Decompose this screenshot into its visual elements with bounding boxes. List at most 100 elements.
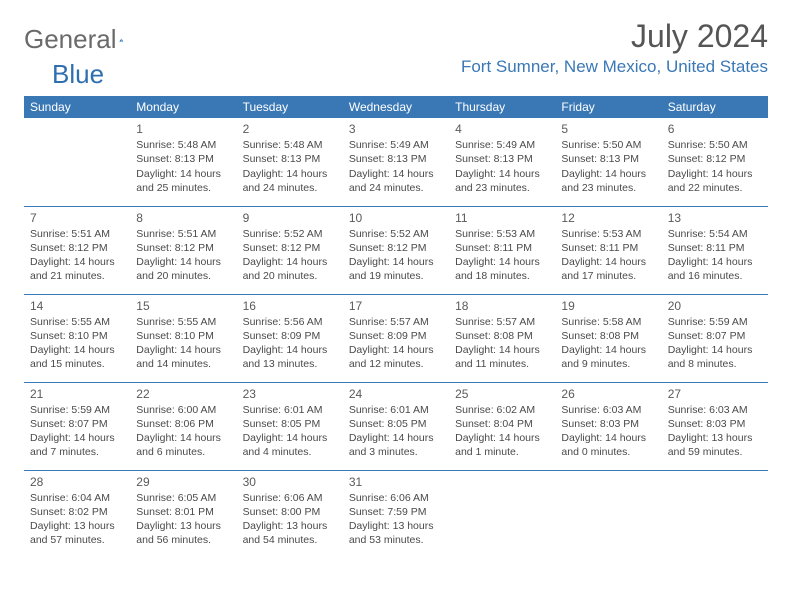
daylight-text: Daylight: 14 hours and 11 minutes. (455, 343, 549, 371)
calendar-cell: 5Sunrise: 5:50 AMSunset: 8:13 PMDaylight… (555, 118, 661, 206)
daylight-text: Daylight: 14 hours and 20 minutes. (136, 255, 230, 283)
daylight-text: Daylight: 13 hours and 56 minutes. (136, 519, 230, 547)
sunset-text: Sunset: 8:12 PM (136, 241, 230, 255)
month-title: July 2024 (461, 18, 768, 55)
daylight-text: Daylight: 14 hours and 17 minutes. (561, 255, 655, 283)
calendar-table: SundayMondayTuesdayWednesdayThursdayFrid… (24, 96, 768, 558)
day-number: 5 (561, 121, 655, 137)
calendar-cell: 23Sunrise: 6:01 AMSunset: 8:05 PMDayligh… (237, 382, 343, 470)
day-number: 11 (455, 210, 549, 226)
sunrise-text: Sunrise: 5:54 AM (668, 227, 762, 241)
daylight-text: Daylight: 14 hours and 6 minutes. (136, 431, 230, 459)
sunrise-text: Sunrise: 5:49 AM (455, 138, 549, 152)
logo-text-2: Blue (52, 59, 104, 90)
calendar-cell: 19Sunrise: 5:58 AMSunset: 8:08 PMDayligh… (555, 294, 661, 382)
daylight-text: Daylight: 14 hours and 3 minutes. (349, 431, 443, 459)
calendar-row: 1Sunrise: 5:48 AMSunset: 8:13 PMDaylight… (24, 118, 768, 206)
sunset-text: Sunset: 8:10 PM (136, 329, 230, 343)
sunset-text: Sunset: 8:11 PM (455, 241, 549, 255)
calendar-cell: 31Sunrise: 6:06 AMSunset: 7:59 PMDayligh… (343, 470, 449, 558)
day-number: 16 (243, 298, 337, 314)
sunrise-text: Sunrise: 5:52 AM (349, 227, 443, 241)
sunset-text: Sunset: 8:03 PM (668, 417, 762, 431)
daylight-text: Daylight: 13 hours and 57 minutes. (30, 519, 124, 547)
daylight-text: Daylight: 14 hours and 9 minutes. (561, 343, 655, 371)
daylight-text: Daylight: 14 hours and 23 minutes. (455, 167, 549, 195)
day-number: 17 (349, 298, 443, 314)
sunrise-text: Sunrise: 5:48 AM (243, 138, 337, 152)
location-text: Fort Sumner, New Mexico, United States (461, 57, 768, 77)
daylight-text: Daylight: 14 hours and 13 minutes. (243, 343, 337, 371)
sunrise-text: Sunrise: 5:49 AM (349, 138, 443, 152)
day-number: 1 (136, 121, 230, 137)
day-number: 9 (243, 210, 337, 226)
weekday-header: Thursday (449, 96, 555, 118)
weekday-header-row: SundayMondayTuesdayWednesdayThursdayFrid… (24, 96, 768, 118)
sunset-text: Sunset: 8:09 PM (349, 329, 443, 343)
sunrise-text: Sunrise: 5:59 AM (30, 403, 124, 417)
day-number: 3 (349, 121, 443, 137)
daylight-text: Daylight: 14 hours and 18 minutes. (455, 255, 549, 283)
sunrise-text: Sunrise: 6:06 AM (243, 491, 337, 505)
calendar-cell: 2Sunrise: 5:48 AMSunset: 8:13 PMDaylight… (237, 118, 343, 206)
day-number: 12 (561, 210, 655, 226)
calendar-cell: 26Sunrise: 6:03 AMSunset: 8:03 PMDayligh… (555, 382, 661, 470)
calendar-cell: 20Sunrise: 5:59 AMSunset: 8:07 PMDayligh… (662, 294, 768, 382)
title-block: July 2024 Fort Sumner, New Mexico, Unite… (461, 18, 768, 77)
calendar-cell: 6Sunrise: 5:50 AMSunset: 8:12 PMDaylight… (662, 118, 768, 206)
sunset-text: Sunset: 8:13 PM (349, 152, 443, 166)
sunset-text: Sunset: 8:08 PM (455, 329, 549, 343)
day-number: 28 (30, 474, 124, 490)
sunset-text: Sunset: 8:04 PM (455, 417, 549, 431)
calendar-cell: 15Sunrise: 5:55 AMSunset: 8:10 PMDayligh… (130, 294, 236, 382)
sunrise-text: Sunrise: 6:06 AM (349, 491, 443, 505)
day-number: 26 (561, 386, 655, 402)
day-number: 13 (668, 210, 762, 226)
calendar-cell: 14Sunrise: 5:55 AMSunset: 8:10 PMDayligh… (24, 294, 130, 382)
daylight-text: Daylight: 14 hours and 24 minutes. (243, 167, 337, 195)
logo-text-1: General (24, 24, 117, 55)
calendar-cell: 7Sunrise: 5:51 AMSunset: 8:12 PMDaylight… (24, 206, 130, 294)
sunset-text: Sunset: 8:03 PM (561, 417, 655, 431)
calendar-cell: 18Sunrise: 5:57 AMSunset: 8:08 PMDayligh… (449, 294, 555, 382)
logo-sail-icon (119, 29, 124, 51)
sunrise-text: Sunrise: 5:58 AM (561, 315, 655, 329)
daylight-text: Daylight: 14 hours and 0 minutes. (561, 431, 655, 459)
weekday-header: Tuesday (237, 96, 343, 118)
calendar-row: 14Sunrise: 5:55 AMSunset: 8:10 PMDayligh… (24, 294, 768, 382)
sunset-text: Sunset: 7:59 PM (349, 505, 443, 519)
sunset-text: Sunset: 8:08 PM (561, 329, 655, 343)
sunset-text: Sunset: 8:12 PM (30, 241, 124, 255)
sunset-text: Sunset: 8:13 PM (136, 152, 230, 166)
daylight-text: Daylight: 13 hours and 59 minutes. (668, 431, 762, 459)
calendar-cell: 9Sunrise: 5:52 AMSunset: 8:12 PMDaylight… (237, 206, 343, 294)
sunrise-text: Sunrise: 6:02 AM (455, 403, 549, 417)
calendar-cell: 4Sunrise: 5:49 AMSunset: 8:13 PMDaylight… (449, 118, 555, 206)
sunrise-text: Sunrise: 5:48 AM (136, 138, 230, 152)
weekday-header: Monday (130, 96, 236, 118)
day-number: 27 (668, 386, 762, 402)
sunset-text: Sunset: 8:01 PM (136, 505, 230, 519)
sunrise-text: Sunrise: 5:56 AM (243, 315, 337, 329)
sunset-text: Sunset: 8:13 PM (455, 152, 549, 166)
calendar-row: 28Sunrise: 6:04 AMSunset: 8:02 PMDayligh… (24, 470, 768, 558)
calendar-cell (24, 118, 130, 206)
weekday-header: Sunday (24, 96, 130, 118)
daylight-text: Daylight: 14 hours and 1 minute. (455, 431, 549, 459)
daylight-text: Daylight: 14 hours and 14 minutes. (136, 343, 230, 371)
calendar-cell: 17Sunrise: 5:57 AMSunset: 8:09 PMDayligh… (343, 294, 449, 382)
day-number: 25 (455, 386, 549, 402)
calendar-cell: 16Sunrise: 5:56 AMSunset: 8:09 PMDayligh… (237, 294, 343, 382)
calendar-cell: 21Sunrise: 5:59 AMSunset: 8:07 PMDayligh… (24, 382, 130, 470)
sunset-text: Sunset: 8:12 PM (349, 241, 443, 255)
calendar-cell: 3Sunrise: 5:49 AMSunset: 8:13 PMDaylight… (343, 118, 449, 206)
calendar-cell: 29Sunrise: 6:05 AMSunset: 8:01 PMDayligh… (130, 470, 236, 558)
day-number: 30 (243, 474, 337, 490)
sunrise-text: Sunrise: 5:59 AM (668, 315, 762, 329)
day-number: 14 (30, 298, 124, 314)
day-number: 6 (668, 121, 762, 137)
calendar-cell: 22Sunrise: 6:00 AMSunset: 8:06 PMDayligh… (130, 382, 236, 470)
daylight-text: Daylight: 14 hours and 4 minutes. (243, 431, 337, 459)
day-number: 22 (136, 386, 230, 402)
calendar-cell: 13Sunrise: 5:54 AMSunset: 8:11 PMDayligh… (662, 206, 768, 294)
